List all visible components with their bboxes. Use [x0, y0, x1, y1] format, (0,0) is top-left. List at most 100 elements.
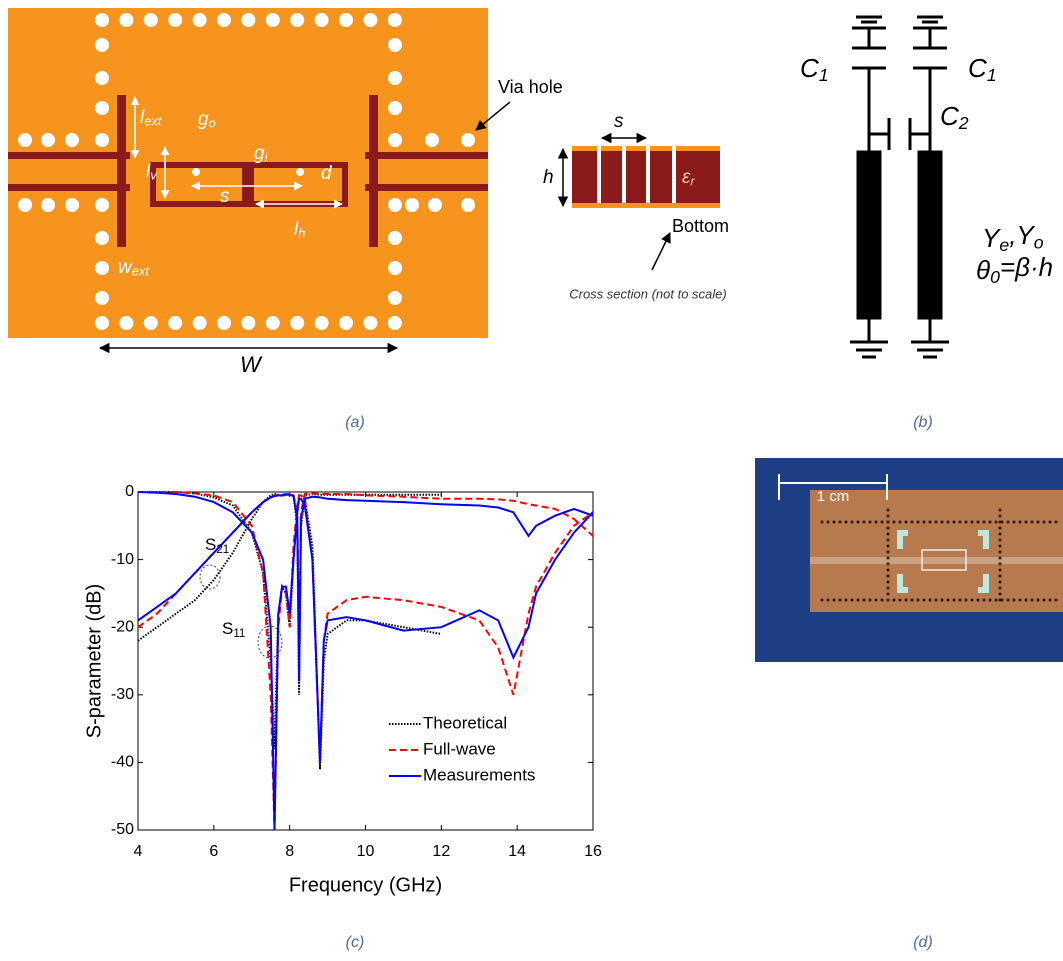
via — [168, 316, 182, 330]
dot — [887, 527, 890, 530]
dot — [893, 599, 896, 602]
dot — [881, 521, 884, 524]
dot — [1019, 521, 1022, 524]
dot — [917, 599, 920, 602]
via — [65, 198, 79, 212]
dot — [999, 539, 1002, 542]
subscript: 2 — [958, 113, 969, 133]
dot — [935, 521, 938, 524]
via — [95, 316, 109, 330]
y-tick-label: -40 — [111, 754, 134, 771]
via — [388, 13, 402, 27]
text-part: g — [254, 143, 265, 164]
via — [41, 198, 55, 212]
dot — [875, 521, 878, 524]
dot — [851, 599, 854, 602]
text-part: W — [240, 352, 263, 377]
via — [95, 261, 109, 275]
via — [41, 133, 55, 147]
dot — [1013, 599, 1016, 602]
via — [65, 133, 79, 147]
x-tick-label: 8 — [285, 843, 294, 860]
legend-label: Theoretical — [423, 713, 507, 732]
dot — [1055, 521, 1058, 524]
dot — [887, 569, 890, 572]
text-part: S — [222, 619, 233, 638]
dot — [905, 521, 908, 524]
via — [266, 316, 280, 330]
via — [290, 316, 304, 330]
via — [193, 316, 207, 330]
text-part: θ — [976, 255, 990, 285]
line-section — [919, 152, 941, 318]
y-tick-label: 0 — [125, 483, 134, 500]
dot — [989, 521, 992, 524]
dot — [1013, 521, 1016, 524]
via — [388, 133, 402, 147]
dot — [999, 557, 1002, 560]
caption: (c) — [346, 934, 365, 951]
dot — [999, 563, 1002, 566]
dot — [827, 521, 830, 524]
dot — [1007, 521, 1010, 524]
x-tick-label: 16 — [584, 843, 602, 860]
ground-top — [852, 17, 947, 28]
x-tick-label: 4 — [134, 843, 143, 860]
dot — [821, 599, 824, 602]
dot — [887, 593, 890, 596]
y-tick-label: -30 — [111, 686, 134, 703]
dot — [929, 599, 932, 602]
subscript: 0 — [990, 267, 1000, 287]
panel-a: lext go lv gi d s lh wext W Via hole h s… — [8, 8, 729, 431]
dot — [1043, 521, 1046, 524]
y-tick-label: -50 — [111, 821, 134, 838]
dot — [923, 599, 926, 602]
dot — [947, 599, 950, 602]
annotation: S21 — [205, 535, 229, 556]
text-part: Y — [982, 223, 1001, 253]
via — [339, 13, 353, 27]
caption: (d) — [913, 934, 933, 951]
text-part: =β·h — [1000, 252, 1053, 282]
label: θ0=β·h — [976, 252, 1053, 287]
via — [217, 316, 231, 330]
subscript: 1 — [987, 65, 997, 85]
dot — [999, 533, 1002, 536]
via-label: Via hole — [498, 77, 563, 97]
via — [95, 291, 109, 305]
dot — [887, 563, 890, 566]
dot — [1019, 599, 1022, 602]
label: W — [240, 352, 263, 377]
dot — [999, 587, 1002, 590]
caption: (a) — [345, 414, 365, 431]
dot — [1037, 599, 1040, 602]
dot — [1049, 521, 1052, 524]
subscript: o — [1034, 232, 1044, 252]
dot — [863, 521, 866, 524]
dot — [935, 599, 938, 602]
dot — [999, 509, 1002, 512]
dot — [857, 599, 860, 602]
via — [266, 13, 280, 27]
dot — [977, 599, 980, 602]
dot — [887, 509, 890, 512]
via — [95, 133, 109, 147]
dot — [977, 521, 980, 524]
dot — [887, 539, 890, 542]
via — [95, 198, 109, 212]
dot — [839, 599, 842, 602]
via — [315, 13, 329, 27]
label: s — [220, 186, 230, 207]
text-part: s — [220, 186, 230, 207]
label: C2 — [940, 101, 969, 133]
dot — [953, 521, 956, 524]
dot — [999, 575, 1002, 578]
dot — [887, 587, 890, 590]
dot — [839, 521, 842, 524]
dot — [821, 521, 824, 524]
dot — [1025, 521, 1028, 524]
via — [217, 13, 231, 27]
via — [363, 13, 377, 27]
label: C1 — [968, 53, 997, 85]
ground-bottom — [850, 342, 949, 357]
